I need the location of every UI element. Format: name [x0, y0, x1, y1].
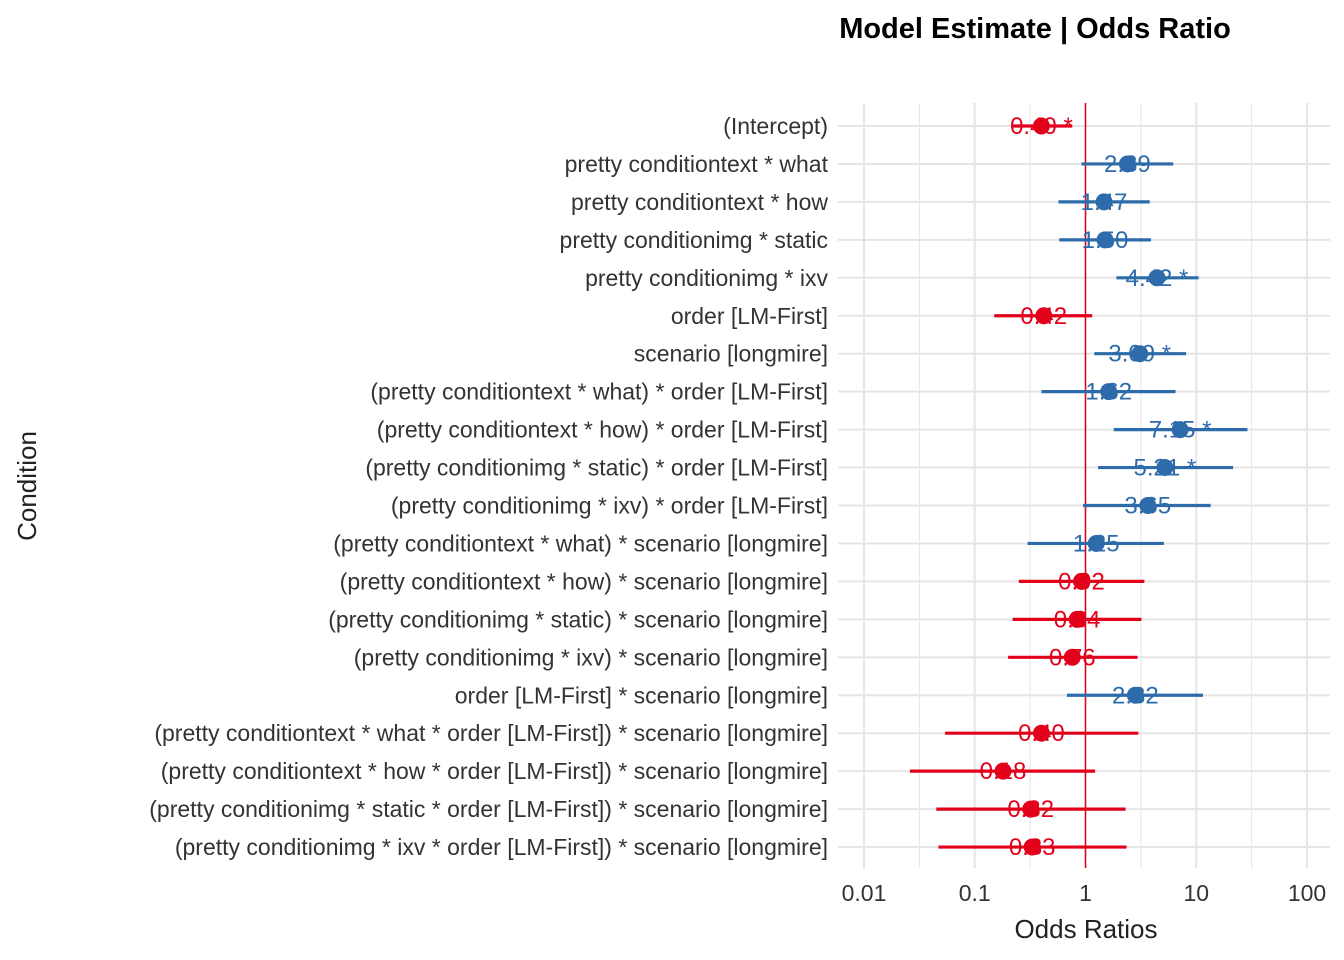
y-tick-label: pretty conditiontext * how: [571, 189, 828, 215]
estimate-point: [1096, 231, 1114, 249]
estimate-point: [994, 762, 1012, 780]
estimate-label: 0.42: [1020, 303, 1067, 330]
y-tick-label: (pretty conditionimg * ixv) * scenario […: [354, 644, 828, 670]
y-axis-title: Condition: [12, 431, 42, 541]
estimate-point: [1032, 117, 1050, 135]
estimate-point: [1118, 155, 1136, 173]
estimate-label: 0.18: [980, 758, 1027, 785]
estimate-label: 0.84: [1054, 606, 1101, 633]
data-labels: 0.40 * 2.39 1.47 1.50 4.42 * 0.42 3.09 * 1.62 7.…: [980, 113, 1212, 861]
y-tick-label: (Intercept): [723, 113, 828, 139]
y-tick-label: (pretty conditionimg * static) * scenari…: [328, 606, 828, 632]
estimate-point: [1131, 345, 1149, 363]
estimate-point: [1068, 610, 1086, 628]
estimate-point: [1023, 838, 1041, 856]
y-tick-label: (pretty conditiontext * how) * order [LM…: [377, 417, 828, 443]
y-tick-label: (pretty conditiontext * how) * scenario …: [340, 568, 828, 594]
x-tick-labels: 0.01 0.1 1 10 100: [842, 880, 1327, 906]
estimate-point: [1095, 193, 1113, 211]
estimate-point: [1035, 307, 1053, 325]
estimate-label: 0.33: [1009, 834, 1056, 861]
x-tick-label: 0.01: [842, 880, 887, 906]
y-tick-label: pretty conditionimg * ixv: [585, 265, 828, 291]
estimate-label: 1.62: [1085, 379, 1132, 406]
y-tick-label: order [LM-First] * scenario [longmire]: [455, 682, 828, 708]
estimate-point: [1072, 572, 1090, 590]
estimate-point: [1139, 497, 1157, 514]
estimate-point: [1063, 648, 1081, 666]
estimate-label: 2.82: [1112, 682, 1159, 709]
y-tick-label: order [LM-First]: [671, 303, 828, 329]
estimate-label: 2.39: [1104, 151, 1151, 178]
x-tick-label: 100: [1288, 880, 1326, 906]
estimate-label: 1.50: [1082, 227, 1129, 254]
y-tick-label: pretty conditionimg * static: [560, 227, 828, 253]
y-tick-label: (pretty conditionimg * ixv) * order [LM-…: [391, 493, 828, 519]
estimate-label: 5.21 *: [1134, 455, 1197, 482]
estimate-label: 4.42 *: [1126, 265, 1189, 292]
estimate-label: 7.15 *: [1149, 417, 1212, 444]
chart-title: Model Estimate | Odds Ratio: [839, 13, 1231, 45]
y-tick-label: (pretty conditionimg * static * order [L…: [149, 796, 828, 822]
estimate-label: 0.32: [1007, 796, 1054, 823]
estimate-label: 0.40: [1018, 720, 1065, 747]
estimate-point: [1148, 269, 1166, 287]
estimate-label: 0.92: [1058, 568, 1105, 595]
estimate-label: 1.47: [1081, 189, 1128, 216]
y-tick-label: (pretty conditiontext * what * order [LM…: [154, 720, 828, 746]
x-tick-label: 0.1: [959, 880, 991, 906]
estimate-point: [1100, 383, 1118, 401]
estimate-label: 0.76: [1049, 644, 1096, 671]
estimate-label: 0.40 *: [1010, 113, 1073, 140]
estimate-point: [1156, 459, 1174, 477]
y-tick-labels: (Intercept) pretty conditiontext * what pr…: [149, 113, 828, 860]
x-axis-title: Odds Ratios: [1014, 914, 1157, 944]
estimate-point: [1087, 534, 1105, 552]
y-tick-label: (pretty conditionimg * static) * order […: [365, 455, 828, 481]
y-tick-label: scenario [longmire]: [634, 341, 828, 367]
grid: [838, 103, 1330, 868]
estimate-point: [1022, 800, 1040, 818]
estimate-label: 3.65: [1124, 493, 1171, 520]
estimate-point: [1032, 724, 1050, 742]
x-tick-label: 10: [1183, 880, 1209, 906]
estimate-label: 3.09 *: [1108, 341, 1171, 368]
y-tick-label: (pretty conditiontext * how * order [LM-…: [161, 758, 828, 784]
y-tick-label: pretty conditiontext * what: [565, 151, 829, 177]
x-tick-label: 1: [1079, 880, 1092, 906]
y-tick-label: (pretty conditiontext * what) * scenario…: [333, 530, 828, 556]
estimate-point: [1126, 686, 1144, 704]
y-tick-label: (pretty conditiontext * what) * order [L…: [370, 379, 828, 405]
estimate-label: 1.25: [1073, 530, 1120, 557]
y-tick-label: (pretty conditionimg * ixv * order [LM-F…: [175, 834, 828, 860]
estimate-point: [1171, 421, 1189, 439]
estimate-points: [994, 117, 1189, 856]
